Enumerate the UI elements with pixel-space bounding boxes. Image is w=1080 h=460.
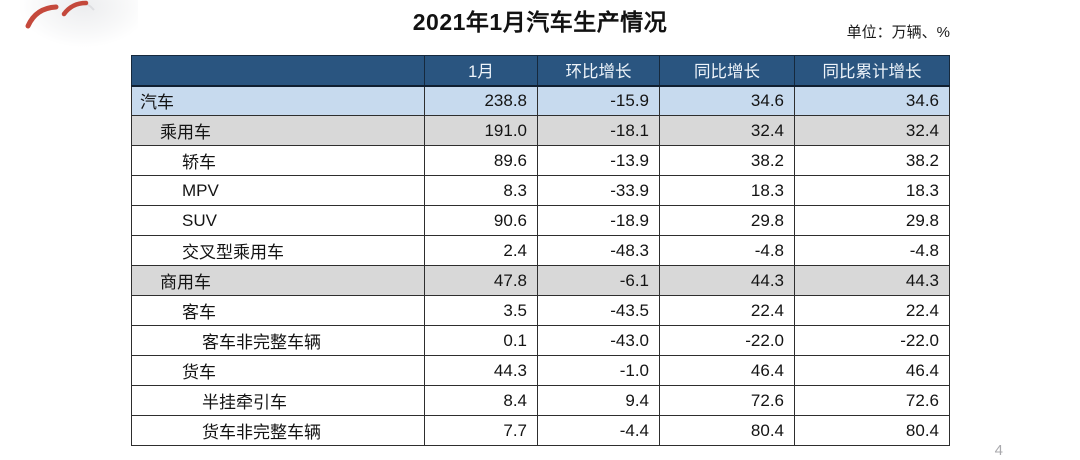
table-row: MPV 8.3 -33.9 18.3 18.3 — [131, 175, 950, 206]
header-cell-january: 1月 — [424, 55, 538, 87]
table-row: SUV 90.6 -18.9 29.8 29.8 — [131, 205, 950, 236]
value-cell: 3.5 — [424, 295, 538, 326]
value-cell: 238.8 — [424, 85, 538, 116]
table-row: 商用车 47.8 -6.1 44.3 44.3 — [131, 265, 950, 296]
value-cell: -4.8 — [659, 235, 795, 266]
value-cell: -13.9 — [537, 145, 660, 176]
value-cell: 22.4 — [659, 295, 795, 326]
value-cell: 44.3 — [424, 355, 538, 386]
row-label-cell: 客车非完整车辆 — [131, 325, 425, 356]
value-cell: 32.4 — [794, 115, 950, 146]
row-label-cell: 货车非完整车辆 — [131, 415, 425, 446]
value-cell: 8.3 — [424, 175, 538, 206]
value-cell: 0.1 — [424, 325, 538, 356]
page-title: 2021年1月汽车生产情况 — [412, 9, 668, 35]
table-body: 汽车 238.8 -15.9 34.6 34.6 乘用车 191.0 -18.1 32.4 32.… — [131, 85, 950, 446]
value-cell: 34.6 — [794, 85, 950, 116]
value-cell: -22.0 — [659, 325, 795, 356]
table-row: 交叉型乘用车 2.4 -48.3 -4.8 -4.8 — [131, 235, 950, 266]
value-cell: 46.4 — [794, 355, 950, 386]
value-cell: -4.4 — [537, 415, 660, 446]
value-cell: 44.3 — [794, 265, 950, 296]
value-cell: -18.9 — [537, 205, 660, 236]
page-number: 4 — [994, 442, 1003, 459]
unit-label: 单位：万辆、% — [846, 24, 950, 41]
value-cell: -33.9 — [537, 175, 660, 206]
value-cell: 46.4 — [659, 355, 795, 386]
row-label-cell: MPV — [131, 175, 425, 206]
table-row: 客车 3.5 -43.5 22.4 22.4 — [131, 295, 950, 326]
value-cell: -18.1 — [537, 115, 660, 146]
row-label-cell: 商用车 — [131, 265, 425, 296]
value-cell: 89.6 — [424, 145, 538, 176]
row-label-cell: 货车 — [131, 355, 425, 386]
table-row: 客车非完整车辆 0.1 -43.0 -22.0 -22.0 — [131, 325, 950, 356]
table-row: 乘用车 191.0 -18.1 32.4 32.4 — [131, 115, 950, 146]
row-label-cell: 客车 — [131, 295, 425, 326]
header-cell-mom-growth: 环比增长 — [537, 55, 660, 87]
value-cell: -6.1 — [537, 265, 660, 296]
value-cell: 44.3 — [659, 265, 795, 296]
value-cell: 32.4 — [659, 115, 795, 146]
value-cell: -43.5 — [537, 295, 660, 326]
partial-logo-red-arcs-icon — [25, 0, 95, 29]
header-row: 1月 环比增长 同比增长 同比累计增长 — [131, 55, 950, 87]
table-row: 汽车 238.8 -15.9 34.6 34.6 — [131, 85, 950, 116]
value-cell: 29.8 — [794, 205, 950, 236]
value-cell: 7.7 — [424, 415, 538, 446]
value-cell: 29.8 — [659, 205, 795, 236]
value-cell: -22.0 — [794, 325, 950, 356]
value-cell: 18.3 — [794, 175, 950, 206]
production-data-table: 1月 环比增长 同比增长 同比累计增长 汽车 238.8 -15.9 34.6 34.6… — [131, 55, 950, 446]
row-label-cell: SUV — [131, 205, 425, 236]
value-cell: -43.0 — [537, 325, 660, 356]
value-cell: -48.3 — [537, 235, 660, 266]
row-label-cell: 轿车 — [131, 145, 425, 176]
header-cell-yoy-cumulative-growth: 同比累计增长 — [794, 55, 950, 87]
row-label-cell: 乘用车 — [131, 115, 425, 146]
value-cell: 72.6 — [794, 385, 950, 416]
table-row: 轿车 89.6 -13.9 38.2 38.2 — [131, 145, 950, 176]
value-cell: 90.6 — [424, 205, 538, 236]
row-label-cell: 交叉型乘用车 — [131, 235, 425, 266]
value-cell: 34.6 — [659, 85, 795, 116]
value-cell: 18.3 — [659, 175, 795, 206]
table-row: 货车 44.3 -1.0 46.4 46.4 — [131, 355, 950, 386]
value-cell: 2.4 — [424, 235, 538, 266]
value-cell: 22.4 — [794, 295, 950, 326]
value-cell: -4.8 — [794, 235, 950, 266]
table-row: 半挂牵引车 8.4 9.4 72.6 72.6 — [131, 385, 950, 416]
value-cell: 47.8 — [424, 265, 538, 296]
row-label-cell: 半挂牵引车 — [131, 385, 425, 416]
row-label-cell: 汽车 — [131, 85, 425, 116]
value-cell: 191.0 — [424, 115, 538, 146]
value-cell: -1.0 — [537, 355, 660, 386]
value-cell: 8.4 — [424, 385, 538, 416]
value-cell: 72.6 — [659, 385, 795, 416]
header-cell-yoy-growth: 同比增长 — [659, 55, 795, 87]
table-row: 货车非完整车辆 7.7 -4.4 80.4 80.4 — [131, 415, 950, 446]
value-cell: 38.2 — [659, 145, 795, 176]
value-cell: 80.4 — [659, 415, 795, 446]
header-cell-category — [131, 55, 425, 87]
value-cell: 80.4 — [794, 415, 950, 446]
value-cell: 9.4 — [537, 385, 660, 416]
value-cell: -15.9 — [537, 85, 660, 116]
value-cell: 38.2 — [794, 145, 950, 176]
table-header: 1月 环比增长 同比增长 同比累计增长 — [131, 55, 950, 87]
